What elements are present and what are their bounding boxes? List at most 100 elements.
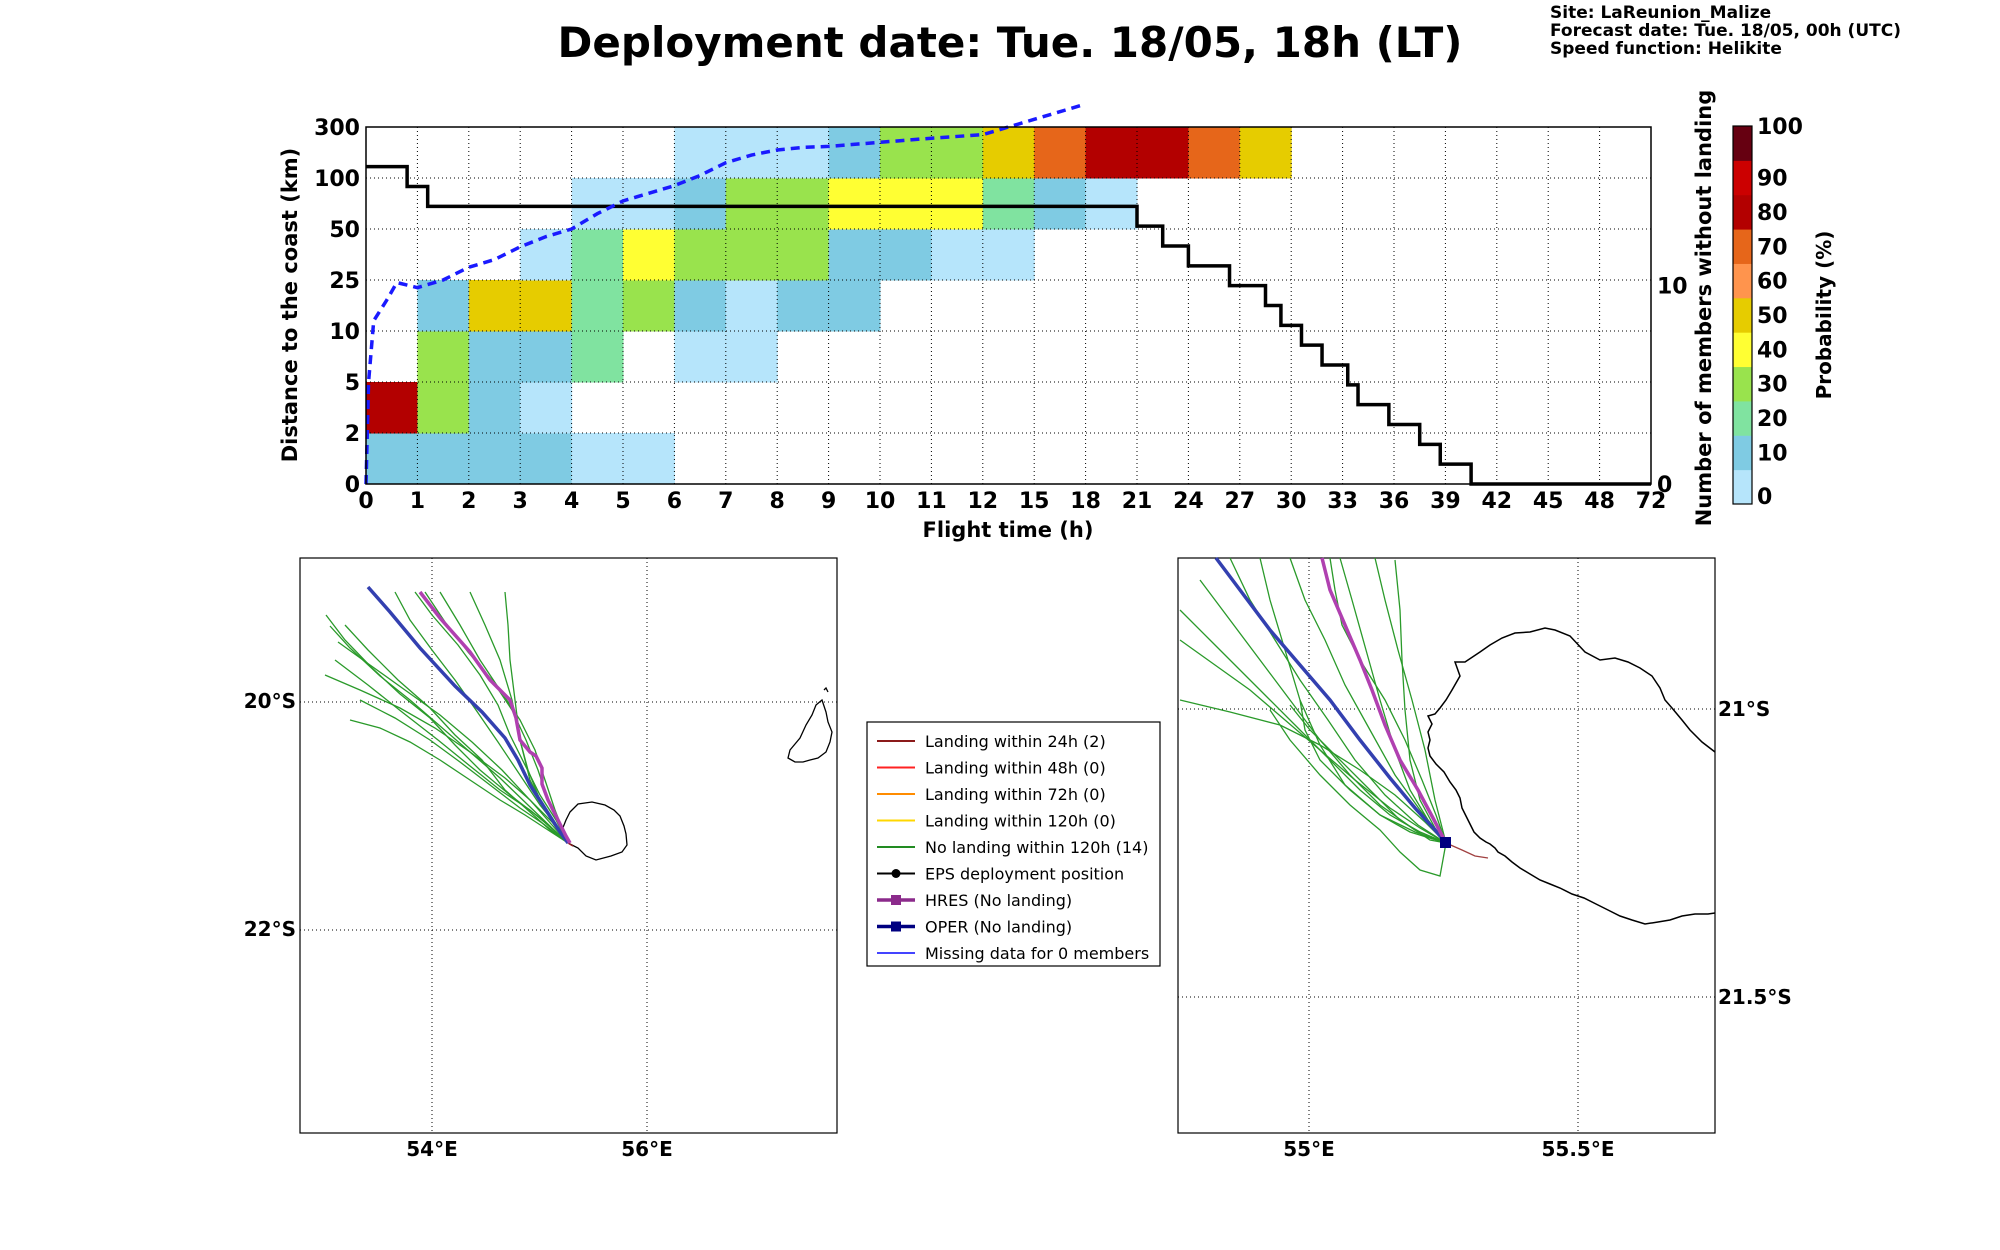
colorbar-tick: 10 bbox=[1757, 441, 1788, 466]
map-right: 21°S 21.5°S 55°E 55.5°E bbox=[1177, 556, 1792, 1161]
map-left-lat-20: 20°S bbox=[244, 689, 296, 713]
heatmap-cell bbox=[1034, 127, 1087, 179]
blue-dashed-line bbox=[364, 102, 1087, 485]
x-tick-label: 24 bbox=[1173, 489, 1204, 514]
legend-frame bbox=[866, 721, 1161, 967]
y-tick-label: 5 bbox=[345, 371, 360, 396]
x-tick-label: 33 bbox=[1327, 489, 1358, 514]
x-axis-label: Flight time (h) bbox=[923, 518, 1094, 542]
colorbar-label: Probability (%) bbox=[1812, 231, 1836, 400]
site-label: Site: LaReunion_Malize bbox=[1550, 3, 1771, 23]
x-tick-label: 12 bbox=[967, 489, 998, 514]
heatmap-cell bbox=[1034, 178, 1087, 230]
mauritius-coastline bbox=[787, 698, 833, 763]
colorbar-frame bbox=[1732, 125, 1753, 505]
colorbar-segment bbox=[1733, 469, 1752, 505]
heatmap-cell bbox=[931, 178, 984, 230]
landing-track-right bbox=[1445, 842, 1489, 859]
heatmap-cell bbox=[828, 178, 881, 230]
map-right-lon-55: 55°E bbox=[1283, 1137, 1335, 1161]
x-tick-label: 18 bbox=[1070, 489, 1101, 514]
x-tick-label: 48 bbox=[1584, 489, 1615, 514]
legend: Landing within 24h (2) Landing within 48h… bbox=[866, 721, 1161, 967]
x-tick-label: 4 bbox=[564, 489, 579, 514]
heatmap-cell bbox=[366, 382, 418, 434]
colorbar-segment bbox=[1733, 194, 1752, 230]
y-axis-label: Distance to the coast (km) bbox=[278, 148, 302, 463]
x-tick-label: 5 bbox=[615, 489, 630, 514]
y2-tick-labels: 0 10 bbox=[1657, 275, 1688, 498]
oper-track-left bbox=[366, 585, 570, 845]
reunion-coastline-right bbox=[1426, 627, 1716, 925]
legend-label: Landing within 120h (0) bbox=[925, 812, 1116, 831]
colorbar-tick: 40 bbox=[1757, 338, 1788, 363]
ensemble-track bbox=[349, 719, 569, 844]
y2-axis-label: Number of members without landing bbox=[1692, 90, 1716, 527]
x-tick-label: 42 bbox=[1481, 489, 1512, 514]
x-tick-label: 15 bbox=[1019, 489, 1050, 514]
heatmap-cell bbox=[623, 229, 675, 281]
x-tick-label: 0 bbox=[358, 489, 373, 514]
legend-marker bbox=[891, 921, 901, 932]
colorbar: 0 10 20 30 40 50 60 70 80 90 100 Probability (%) bbox=[1732, 115, 1836, 510]
legend-label: Landing within 48h (0) bbox=[925, 759, 1106, 778]
colorbar-tick: 60 bbox=[1757, 270, 1788, 295]
colorbar-tick: 80 bbox=[1757, 201, 1788, 226]
x-tick-label: 6 bbox=[667, 489, 682, 514]
y-tick-label: 0 bbox=[345, 473, 360, 498]
deployment-marker bbox=[1440, 837, 1451, 848]
heatmap-cell bbox=[1188, 127, 1241, 179]
heatmap-cell bbox=[674, 280, 727, 332]
heatmap-cell bbox=[828, 229, 881, 281]
heatmap-cell bbox=[674, 178, 727, 230]
heatmap-cell bbox=[417, 331, 470, 383]
heatmap-cell bbox=[828, 280, 881, 332]
x-tick-label: 72 bbox=[1636, 489, 1667, 514]
heatmap-cell bbox=[417, 280, 470, 332]
heatmap-cell bbox=[725, 178, 778, 230]
heatmap-cell bbox=[880, 127, 932, 179]
colorbar-segment bbox=[1733, 229, 1752, 264]
x-tick-label: 8 bbox=[770, 489, 785, 514]
heatmap-cell bbox=[982, 229, 1035, 281]
heatmap-cell bbox=[725, 280, 778, 332]
legend-label: EPS deployment position bbox=[925, 865, 1124, 884]
y-tick-label: 2 bbox=[345, 422, 360, 447]
heatmap-cell bbox=[931, 229, 984, 281]
colorbar-tick: 30 bbox=[1757, 373, 1788, 398]
ensemble-track bbox=[1299, 699, 1447, 844]
heatmap-cell bbox=[623, 433, 675, 485]
hres-track-left bbox=[418, 590, 572, 844]
ensemble-track bbox=[439, 591, 569, 844]
colorbar-tick: 50 bbox=[1757, 304, 1788, 329]
colorbar-segment bbox=[1733, 297, 1752, 333]
heatmap-cell bbox=[1085, 178, 1138, 230]
heatmap-cell bbox=[880, 229, 932, 281]
map-left: 20°S 22°S 54°E 56°E bbox=[244, 557, 838, 1161]
map-right-lon-555: 55.5°E bbox=[1541, 1137, 1614, 1161]
ensemble-track bbox=[414, 591, 569, 844]
legend-label: Landing within 24h (2) bbox=[925, 732, 1106, 751]
heatmap-cell bbox=[468, 331, 521, 383]
heatmap-cell bbox=[571, 433, 624, 485]
ensemble-track bbox=[334, 659, 569, 844]
x-tick-labels: 0 1 2 3 4 5 6 7 8 9 10 11 12 15 18 21 24 27 30 33 36 39 42 45 48… bbox=[358, 489, 1666, 514]
heatmap-cell bbox=[777, 280, 830, 332]
y2-tick-label: 10 bbox=[1657, 275, 1688, 300]
heatmap-cell bbox=[468, 382, 521, 434]
colorbar-tick: 70 bbox=[1757, 235, 1788, 260]
heatmap-cell bbox=[828, 127, 881, 179]
y-tick-label: 100 bbox=[314, 167, 360, 192]
heatmap-cell bbox=[417, 382, 470, 434]
heatmap-cell bbox=[982, 178, 1035, 230]
map-left-lat-22: 22°S bbox=[244, 917, 296, 941]
heatmap-cell bbox=[623, 178, 675, 230]
ensemble-track bbox=[359, 699, 569, 844]
colorbar-tick: 20 bbox=[1757, 407, 1788, 432]
heatmap-cell bbox=[1085, 127, 1138, 179]
map-left-lon-56: 56°E bbox=[621, 1137, 673, 1161]
ensemble-track bbox=[1289, 557, 1447, 844]
legend-label: Landing within 72h (0) bbox=[925, 785, 1106, 804]
